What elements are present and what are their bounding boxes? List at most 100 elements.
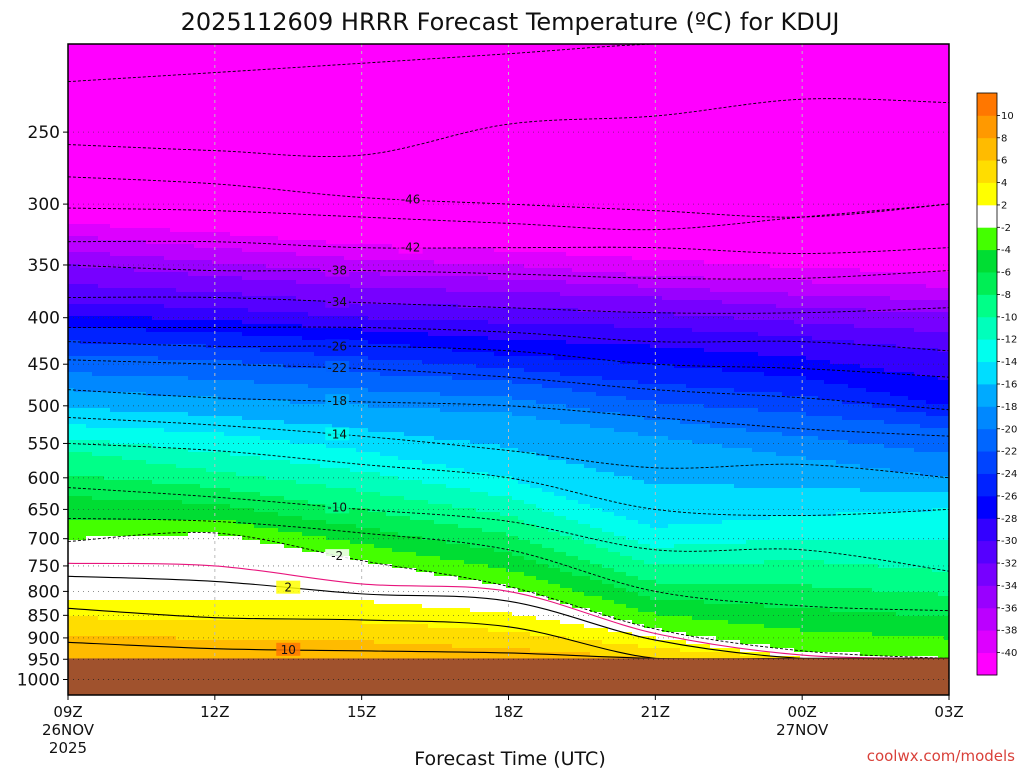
temperature-cell: [356, 328, 363, 341]
colorbar-tick-label: 4: [1001, 178, 1007, 189]
temperature-cell: [644, 580, 651, 597]
temperature-cell: [92, 476, 99, 501]
temperature-cell: [650, 612, 657, 629]
temperature-cell: [242, 420, 249, 437]
temperature-cell: [602, 472, 609, 513]
temperature-cell: [764, 608, 771, 629]
temperature-cell: [398, 360, 405, 377]
temperature-cell: [122, 344, 129, 357]
temperature-cell: [716, 292, 723, 301]
temperature-cell: [458, 544, 465, 561]
temperature-cell: [554, 360, 561, 373]
temperature-cell: [542, 44, 549, 253]
temperature-cell: [350, 328, 357, 341]
temperature-cell: [410, 436, 417, 461]
temperature-cell: [716, 332, 723, 353]
temperature-cell: [686, 44, 693, 261]
temperature-cell: [602, 380, 609, 397]
temperature-cell: [338, 508, 345, 525]
temperature-cell: [470, 276, 477, 293]
temperature-cell: [320, 600, 327, 621]
temperature-cell: [428, 436, 435, 465]
temperature-cell: [872, 368, 879, 393]
temperature-cell: [854, 388, 861, 405]
temperature-cell: [230, 436, 237, 457]
temperature-cell: [824, 632, 831, 653]
temperature-cell: [464, 352, 471, 365]
temperature-cell: [242, 524, 249, 541]
temperature-cell: [668, 300, 675, 313]
temperature-cell: [230, 520, 237, 537]
temperature-cell: [752, 520, 759, 541]
temperature-cell: [350, 260, 357, 273]
temperature-cell: [284, 240, 291, 253]
temperature-cell: [302, 352, 309, 369]
temperature-cell: [620, 364, 627, 381]
temperature-cell: [674, 600, 681, 617]
temperature-cell: [686, 260, 693, 277]
temperature-cell: [620, 312, 627, 329]
temperature-cell: [590, 640, 597, 657]
temperature-cell: [632, 520, 639, 541]
temperature-cell: [254, 252, 261, 265]
temperature-cell: [296, 284, 303, 301]
temperature-cell: [446, 248, 453, 265]
temperature-cell: [854, 328, 861, 345]
temperature-cell: [602, 532, 609, 549]
temperature-cell: [392, 260, 399, 277]
temperature-cell: [272, 400, 279, 421]
temperature-cell: [608, 44, 615, 257]
temperature-cell: [206, 320, 213, 333]
temperature-cell: [920, 412, 927, 429]
temperature-cell: [470, 336, 477, 353]
temperature-cell: [626, 312, 633, 329]
temperature-cell: [650, 364, 657, 385]
temperature-cell: [86, 356, 93, 373]
temperature-cell: [914, 636, 921, 657]
temperature-cell: [218, 332, 225, 349]
temperature-cell: [638, 328, 645, 345]
temperature-cell: [416, 624, 423, 645]
temperature-cell: [500, 516, 507, 533]
temperature-cell: [596, 580, 603, 597]
temperature-cell: [68, 440, 75, 453]
temperature-cell: [416, 556, 423, 573]
temperature-cell: [752, 264, 759, 281]
temperature-cell: [542, 340, 549, 357]
temperature-cell: [350, 304, 357, 317]
temperature-cell: [152, 500, 159, 521]
contour-label: -42: [401, 241, 421, 255]
temperature-cell: [446, 276, 453, 293]
temperature-cell: [200, 620, 207, 641]
temperature-cell: [224, 232, 231, 249]
temperature-cell: [752, 408, 759, 433]
temperature-cell: [368, 272, 375, 289]
temperature-cell: [422, 484, 429, 501]
temperature-cell: [890, 512, 897, 541]
temperature-cell: [164, 344, 171, 361]
temperature-cell: [236, 620, 243, 641]
temperature-cell: [242, 252, 249, 265]
temperature-cell: [716, 564, 723, 585]
temperature-cell: [332, 404, 339, 429]
temperature-cell: [452, 292, 459, 305]
temperature-cell: [554, 636, 561, 653]
temperature-cell: [806, 308, 813, 325]
temperature-cell: [98, 428, 105, 441]
temperature-cell: [830, 340, 837, 365]
temperature-cell: [650, 600, 657, 613]
contour-label: 10: [281, 643, 296, 657]
temperature-cell: [524, 484, 531, 505]
temperature-cell: [500, 308, 507, 325]
temperature-cell: [518, 340, 525, 357]
temperature-cell: [512, 252, 519, 265]
temperature-cell: [848, 284, 855, 297]
temperature-cell: [326, 524, 333, 541]
temperature-cell: [176, 272, 183, 293]
temperature-cell: [890, 448, 897, 473]
temperature-cell: [296, 424, 303, 445]
temperature-cell: [362, 340, 369, 357]
temperature-cell: [308, 352, 315, 369]
temperature-cell: [146, 396, 153, 413]
